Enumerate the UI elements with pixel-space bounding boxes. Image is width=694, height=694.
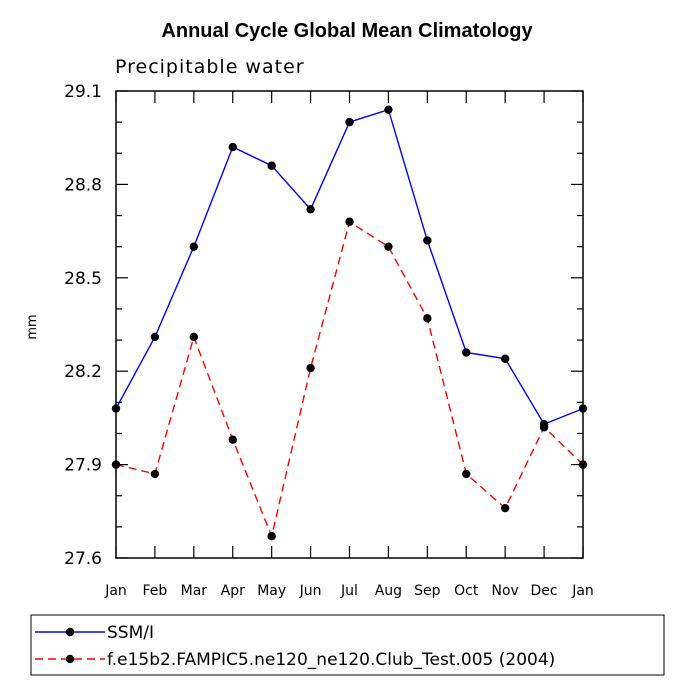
series-1-point: [500, 354, 510, 363]
x-tick-labels: Jan Feb Mar Apr May Jun Jul Aug Sep Oct Nov Dec Jan: [104, 583, 594, 599]
series-1-point: [345, 117, 354, 127]
series-2-point: [267, 532, 276, 541]
x-tick-label: Nov: [492, 583, 519, 599]
y-tick-label: 29.1: [64, 82, 102, 102]
y-tick-label: 27.6: [64, 549, 102, 569]
series-1-point: [267, 161, 276, 170]
series-1-point: [150, 332, 160, 342]
legend: SSM/I f.e15b2.FAMPIC5.ne120_ne120.Club_Te…: [30, 614, 665, 676]
series-2-point: [384, 242, 393, 251]
x-tick-label: Jan: [571, 583, 594, 599]
series-1-point: [228, 142, 237, 152]
x-tick-label: Jun: [299, 583, 322, 599]
legend-box: [30, 614, 665, 676]
series-2-point: [150, 469, 160, 479]
plot-lines: [115, 108, 584, 539]
x-tick-label: Dec: [531, 583, 558, 599]
y-tick-label: 27.9: [64, 456, 102, 476]
x-tick-label: May: [257, 583, 286, 599]
y-tick-label: 28.8: [64, 175, 102, 195]
y-tick-label: 28.2: [64, 362, 102, 382]
x-tick-label: Aug: [375, 583, 402, 599]
series-2-point: [500, 503, 510, 513]
series-2-point: [306, 363, 315, 373]
axis-ticks: [115, 90, 584, 559]
x-tick-label: Feb: [143, 583, 168, 599]
chart-title: Annual Cycle Global Mean Climatology: [161, 20, 533, 42]
x-tick-label: Apr: [221, 583, 245, 599]
series-line-1: [115, 108, 584, 425]
x-tick-label: Jan: [104, 583, 127, 599]
series-2-point: [345, 217, 354, 226]
series-2-point: [189, 332, 199, 342]
series-2-point: [423, 314, 432, 323]
series-2-point: [462, 469, 471, 479]
plot-markers: [111, 105, 588, 541]
legend-marker-1: [65, 627, 75, 637]
chart-subtitle: Precipitable water: [115, 56, 305, 78]
y-tick-labels: 27.6 27.9 28.2 28.5 28.8 29.1: [64, 82, 102, 569]
series-2-point: [228, 435, 237, 444]
series-1-point: [462, 348, 471, 357]
x-tick-label: Sep: [414, 583, 441, 599]
plot-frame: [115, 90, 584, 559]
legend-marker-2: [65, 654, 75, 664]
legend-label-2: f.e15b2.FAMPIC5.ne120_ne120.Club_Test.00…: [107, 650, 555, 670]
series-1-point: [306, 205, 315, 214]
y-tick-label: 28.5: [64, 269, 102, 289]
series-line-2: [115, 220, 584, 539]
x-tick-label: Oct: [454, 583, 479, 599]
series-1-point: [384, 105, 393, 114]
series-1-point: [423, 236, 432, 245]
series-1-point: [189, 242, 199, 251]
y-axis-label: mm: [25, 314, 40, 339]
x-tick-label: Jul: [340, 583, 358, 599]
x-tick-label: Mar: [181, 583, 208, 599]
legend-label-1: SSM/I: [107, 623, 154, 643]
series-2-point: [539, 423, 549, 432]
